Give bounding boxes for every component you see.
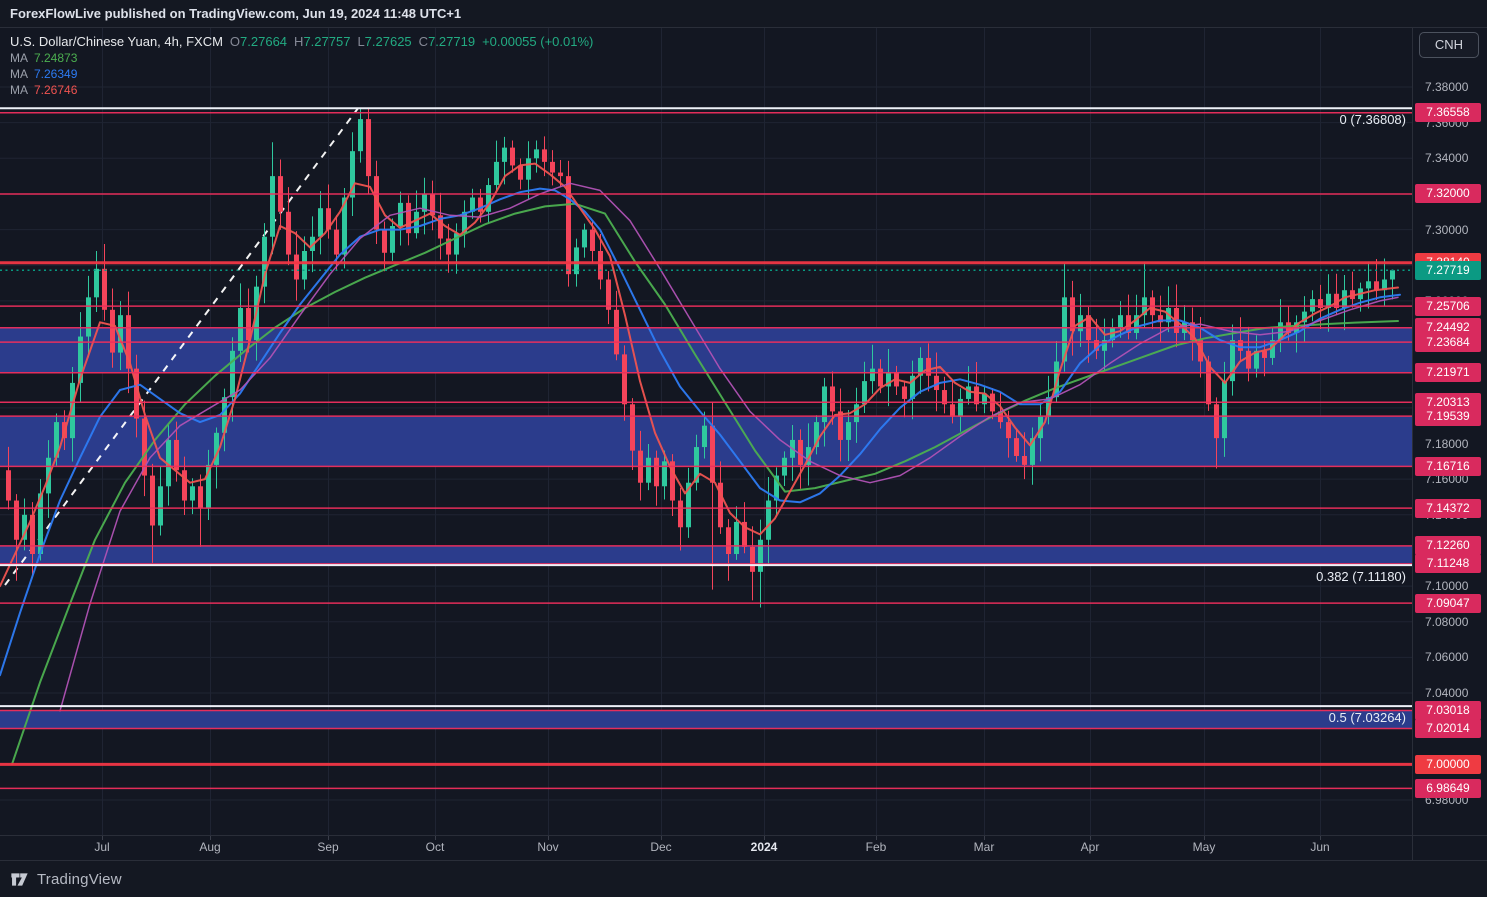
fib-label: 0.382 (7.11180) xyxy=(1316,569,1406,584)
price-level-badge: 7.02014 xyxy=(1415,718,1481,738)
price-level-badge: 7.09047 xyxy=(1415,593,1481,613)
time-axis-label-jun: Jun xyxy=(1310,840,1330,854)
price-axis-tick: 7.10000 xyxy=(1425,579,1469,594)
symbol-title[interactable]: U.S. Dollar/Chinese Yuan, 4h, FXCM xyxy=(10,34,223,49)
ohlc-key: L xyxy=(357,34,365,49)
ma-magenta xyxy=(59,182,1399,712)
price-level-badge: 7.25706 xyxy=(1415,296,1481,316)
price-axis[interactable]: CNH 6.980007.000007.020007.040007.060007… xyxy=(1412,28,1487,860)
ohlc-value: 7.27719 xyxy=(428,34,476,49)
price-level-badge: 7.12260 xyxy=(1415,536,1481,556)
current-price-badge: 7.27719 xyxy=(1415,260,1481,280)
ma-legend-row-2[interactable]: MA 7.26349 xyxy=(10,66,593,82)
symbol-currency-button[interactable]: CNH xyxy=(1419,32,1479,58)
chart-pane[interactable]: 0 (7.36808) 0.382 (7.11180) 0.5 (7.03264) … xyxy=(0,28,1412,835)
price-axis-tick: 7.08000 xyxy=(1425,614,1469,629)
ma-value: 7.24873 xyxy=(34,51,78,65)
ohlc-value: 7.27664 xyxy=(240,34,288,49)
ma-label: MA xyxy=(10,67,28,81)
time-axis-tick xyxy=(764,836,765,840)
time-axis-tick xyxy=(1204,836,1205,840)
price-level-badge: 7.00000 xyxy=(1415,754,1481,774)
change-value: +0.00055 (+0.01%) xyxy=(482,34,594,49)
ma-label: MA xyxy=(10,51,28,65)
price-axis-tick: 7.18000 xyxy=(1425,436,1469,451)
ohlc-key: O xyxy=(229,34,241,49)
time-axis-label-dec: Dec xyxy=(650,840,672,854)
price-level-badge: 7.16716 xyxy=(1415,456,1481,476)
footer-bar: TradingView xyxy=(0,860,1487,897)
time-axis-label-2024: 2024 xyxy=(750,840,778,854)
published-header: ForexFlowLive published on TradingView.c… xyxy=(0,0,1487,28)
ohlc-value: 7.27757 xyxy=(303,34,351,49)
trendline xyxy=(4,107,359,586)
ma-legend-row-1[interactable]: MA 7.24873 xyxy=(10,50,593,66)
price-level-badge: 7.14372 xyxy=(1415,498,1481,518)
supply-demand-zones xyxy=(0,327,1412,729)
ohlc-values: O7.27664 H7.27757 L7.27625 C7.27719 xyxy=(223,34,475,49)
price-level-badge: 7.23684 xyxy=(1415,332,1481,352)
fib-levels: 0 (7.36808) 0.382 (7.11180) 0.5 (7.03264) xyxy=(0,107,1412,725)
ma-red-fast xyxy=(0,162,1399,588)
time-axis-tick xyxy=(328,836,329,840)
ma-value: 7.26349 xyxy=(34,67,78,81)
price-axis-tick: 7.34000 xyxy=(1425,151,1469,166)
price-levels[interactable] xyxy=(0,111,1412,790)
time-axis-label-mar: Mar xyxy=(973,840,995,854)
ohlc-key: C xyxy=(418,34,429,49)
ma-value: 7.26746 xyxy=(34,83,78,97)
time-axis-label-nov: Nov xyxy=(537,840,559,854)
price-level-badge: 7.21971 xyxy=(1415,363,1481,383)
ma-legend-rows: MA 7.24873 MA 7.26349 MA 7.26746 xyxy=(10,50,593,98)
fib-label: 0 (7.36808) xyxy=(1340,112,1407,127)
time-axis-label-jul: Jul xyxy=(94,840,110,854)
time-axis-tick xyxy=(210,836,211,840)
time-axis[interactable]: Jul Aug Sep Oct Nov Dec 2024 Feb Mar Apr May Jun xyxy=(0,835,1412,860)
price-level-badge: 7.24492 xyxy=(1415,318,1481,338)
time-axis-label-apr: Apr xyxy=(1080,840,1100,854)
time-axis-label-may: May xyxy=(1192,840,1216,854)
tradingview-brand-text: TradingView xyxy=(37,871,122,888)
time-axis-tick xyxy=(984,836,985,840)
tradingview-logo[interactable]: TradingView xyxy=(10,870,122,889)
price-axis-tick: 7.30000 xyxy=(1425,222,1469,237)
time-axis-tick xyxy=(876,836,877,840)
tradingview-logo-icon xyxy=(11,873,28,886)
price-axis-tick: 7.06000 xyxy=(1425,650,1469,665)
time-axis-label-sep: Sep xyxy=(317,840,339,854)
ohlc-value: 7.27625 xyxy=(364,34,412,49)
time-axis-label-aug: Aug xyxy=(199,840,221,854)
legend-symbol-row[interactable]: U.S. Dollar/Chinese Yuan, 4h, FXCM O7.276… xyxy=(10,33,593,50)
price-level-badge: 7.19539 xyxy=(1415,406,1481,426)
price-axis-tick: 7.04000 xyxy=(1425,686,1469,701)
time-axis-tick xyxy=(548,836,549,840)
time-axis-label-feb: Feb xyxy=(865,840,887,854)
price-level-badge: 7.03018 xyxy=(1415,701,1481,721)
ma-legend-row-3[interactable]: MA 7.26746 xyxy=(10,82,593,98)
time-axis-label-oct: Oct xyxy=(425,840,445,854)
ohlc-key: H xyxy=(294,34,304,49)
time-axis-tick xyxy=(1090,836,1091,840)
time-axis-tick xyxy=(1320,836,1321,840)
chart-legend: U.S. Dollar/Chinese Yuan, 4h, FXCM O7.276… xyxy=(10,33,593,98)
fib-label: 0.5 (7.03264) xyxy=(1329,710,1406,725)
price-level-badge: 7.32000 xyxy=(1415,184,1481,204)
price-level-badge: 7.36558 xyxy=(1415,103,1481,123)
axis-corner xyxy=(1412,835,1487,860)
price-axis-tick: 7.38000 xyxy=(1425,80,1469,94)
time-axis-tick xyxy=(661,836,662,840)
time-axis-tick xyxy=(102,836,103,840)
chart-canvas[interactable]: 0 (7.36808) 0.382 (7.11180) 0.5 (7.03264) xyxy=(0,28,1412,835)
published-text: ForexFlowLive published on TradingView.c… xyxy=(10,6,462,21)
ma-green-slow xyxy=(11,202,1399,766)
candles-layer xyxy=(6,108,1395,608)
ma-label: MA xyxy=(10,83,28,97)
time-axis-tick xyxy=(435,836,436,840)
price-level-badge: 7.11248 xyxy=(1415,554,1481,574)
ma-blue-mid xyxy=(0,187,1401,677)
price-level-badge: 6.98649 xyxy=(1415,778,1481,798)
